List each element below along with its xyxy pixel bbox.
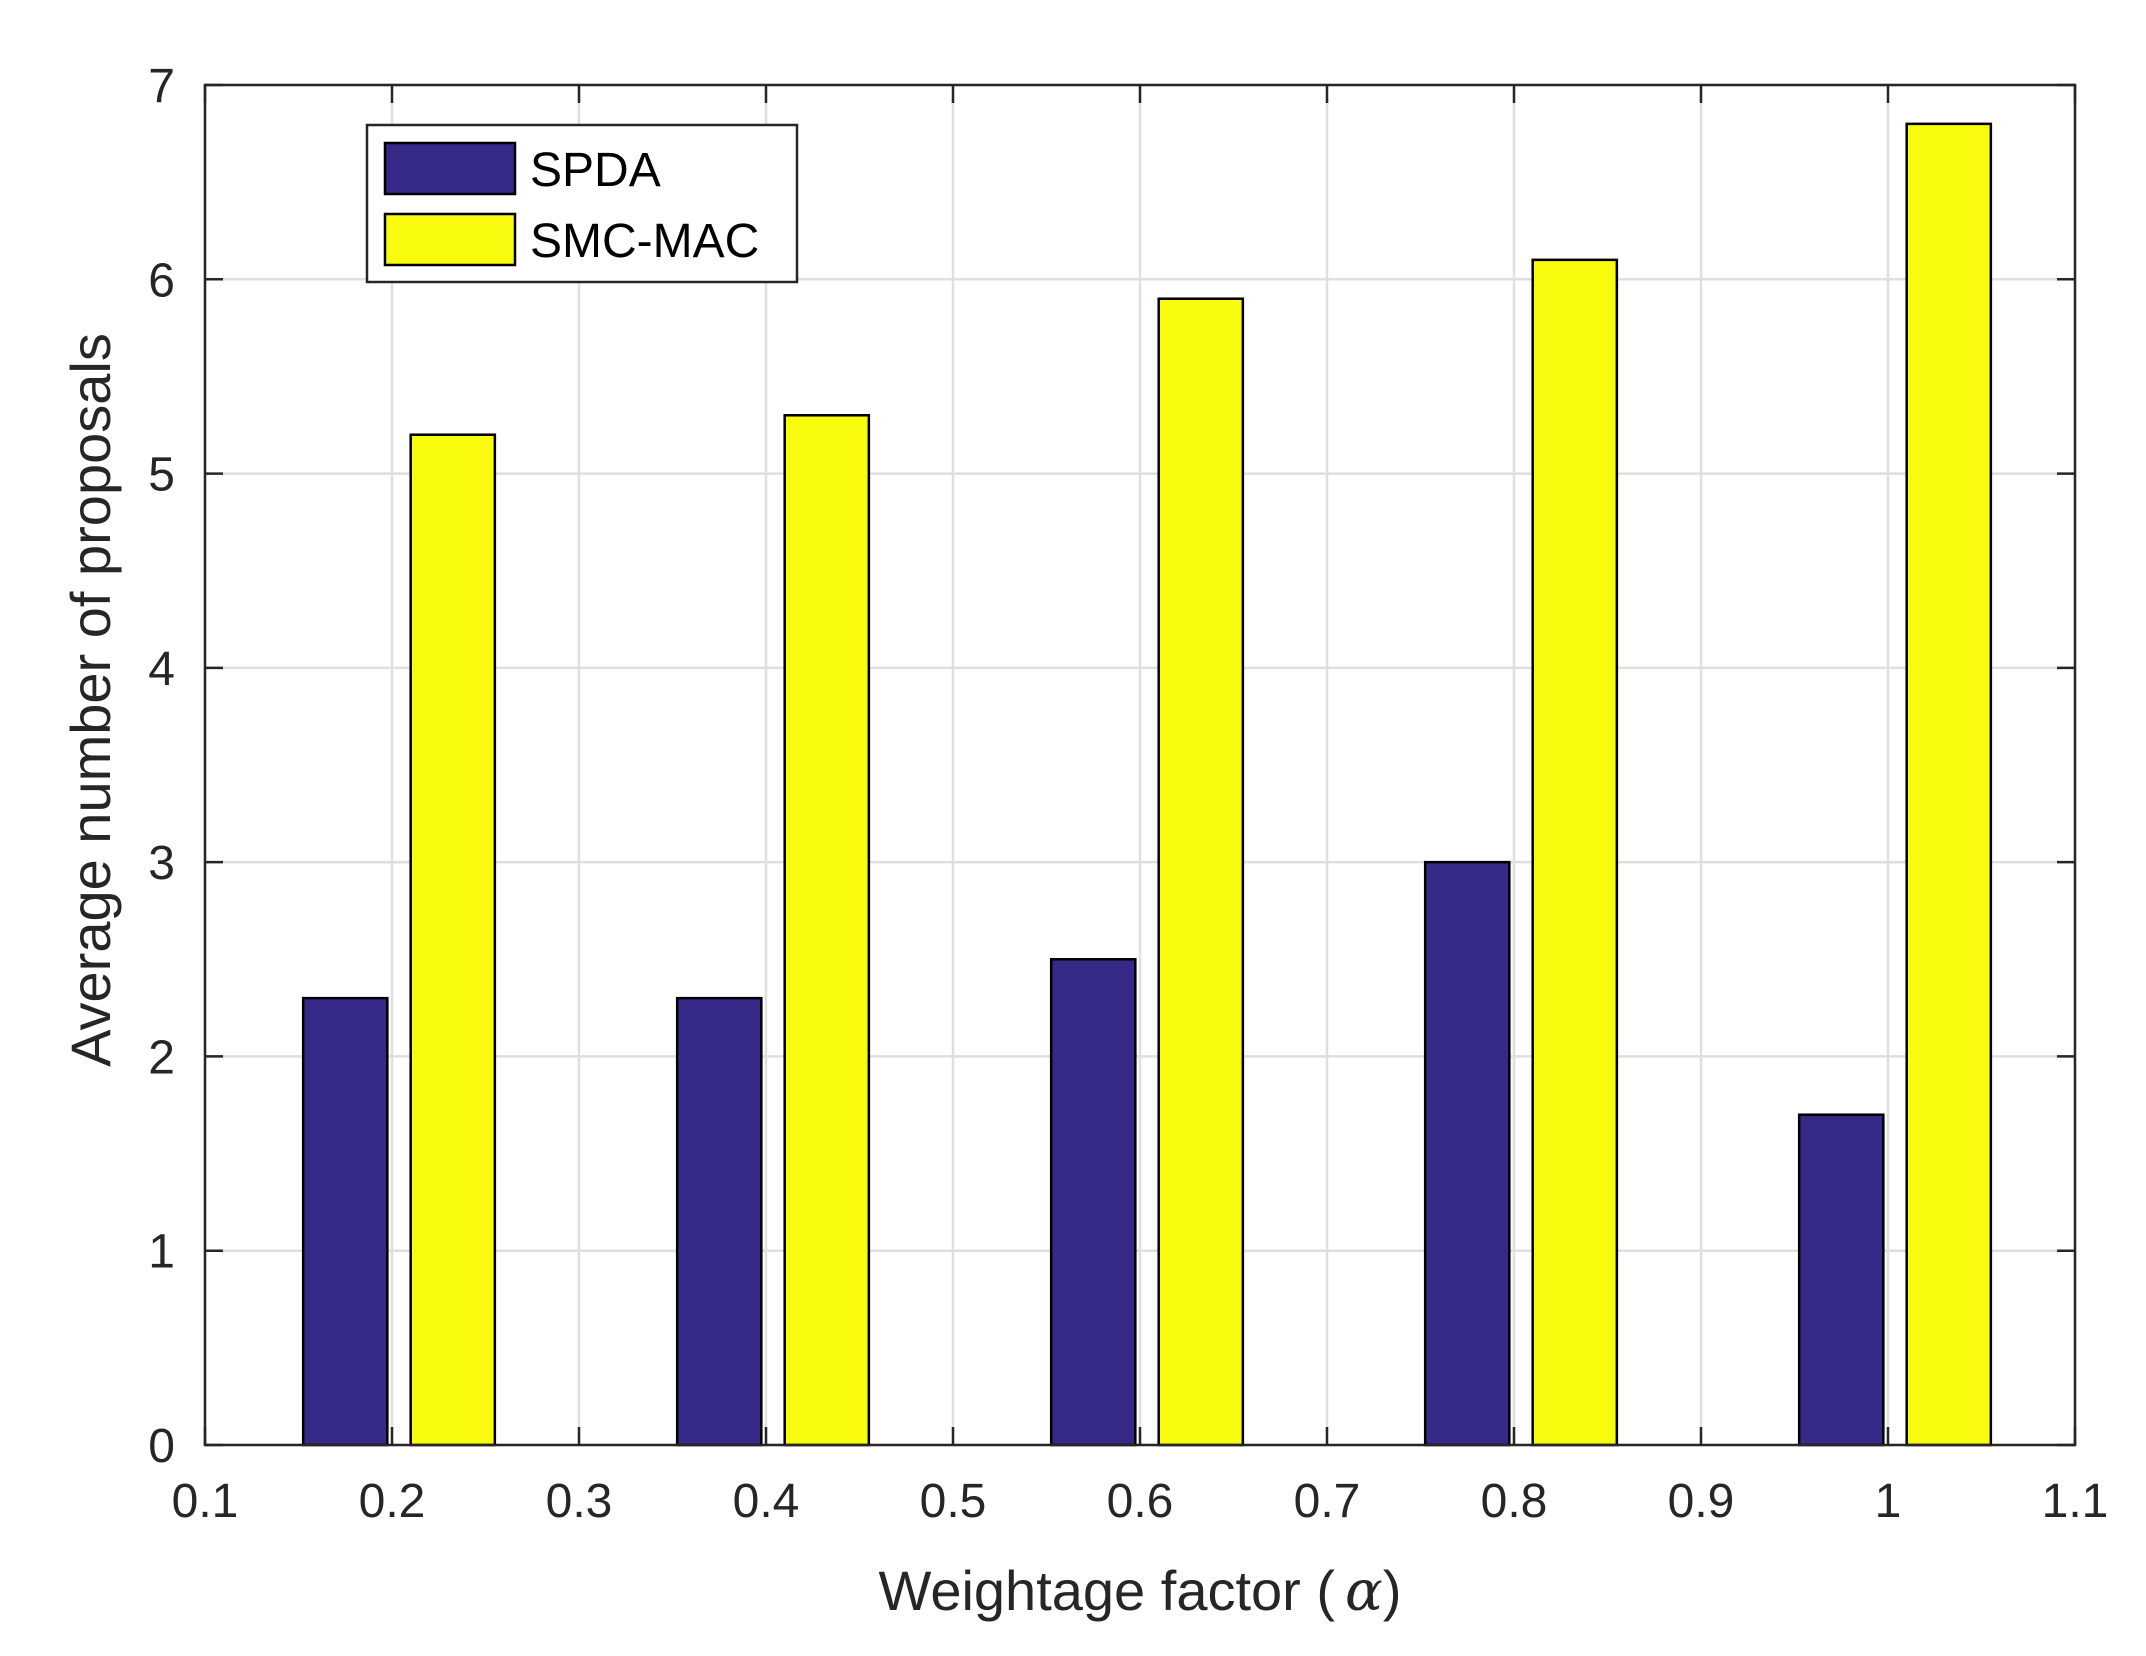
legend-swatch-smc-mac [383,212,517,267]
y-tick-labels: 0 1 2 3 4 5 6 7 [148,60,175,1473]
x-tick-labels: 0.1 0.2 0.3 0.4 0.5 0.6 0.7 0.8 0.9 1 1.1 [172,1475,2109,1528]
bar-spda [1423,860,1511,1447]
legend-swatch-spda [383,141,517,196]
x-tick-label: 0.7 [1294,1475,1361,1528]
x-tick-label: 0.3 [546,1475,613,1528]
legend: SPDA SMC-MAC [365,123,799,284]
alpha-symbol: α [1345,1559,1383,1624]
bar-spda [1049,958,1137,1447]
x-axis-label: Weightage factor (α) [878,1559,1401,1624]
axis-ticks [203,83,2077,1447]
bar-smc-mac [1531,258,1619,1447]
y-tick-label: 6 [148,254,175,307]
y-tick-label: 1 [148,1226,175,1279]
legend-label-smc-mac: SMC-MAC [530,215,759,268]
bar-spda [1797,1113,1885,1447]
y-tick-label: 4 [148,643,175,696]
x-tick-label: 1 [1875,1475,1902,1528]
bar-smc-mac [409,433,497,1447]
x-axis-label-text: Weightage factor ( [878,1559,1335,1622]
y-axis-label: Average number of proposals [59,333,122,1067]
bar-smc-mac [1157,297,1245,1447]
y-tick-label: 5 [148,449,175,502]
bar-group [301,122,1993,1447]
x-tick-label: 1.1 [2042,1475,2109,1528]
bar-smc-mac [1905,122,1993,1447]
x-tick-label: 0.4 [733,1475,800,1528]
x-tick-label: 0.8 [1481,1475,1548,1528]
x-tick-label: 0.1 [172,1475,239,1528]
x-tick-label: 0.9 [1668,1475,1735,1528]
y-tick-label: 0 [148,1420,175,1473]
bar-spda [675,996,763,1447]
bar-smc-mac [783,414,871,1447]
x-tick-label: 0.2 [359,1475,426,1528]
x-tick-label: 0.6 [1107,1475,1174,1528]
bar-spda [301,996,389,1447]
legend-label-spda: SPDA [530,144,661,197]
x-axis-label-close: ) [1383,1559,1402,1622]
y-tick-label: 7 [148,60,175,113]
x-tick-label: 0.5 [920,1475,987,1528]
y-tick-label: 2 [148,1031,175,1084]
y-tick-label: 3 [148,837,175,890]
